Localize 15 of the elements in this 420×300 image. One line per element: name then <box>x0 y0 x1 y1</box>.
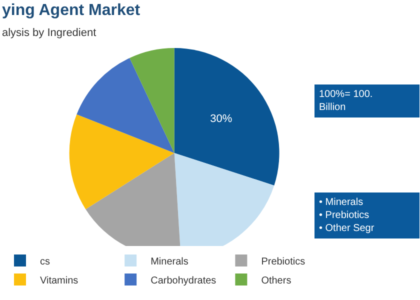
text: 100%= 100. Billion <box>319 89 373 113</box>
data-label: 30% <box>210 112 232 125</box>
chart-subtitle: alysis by Ingredient <box>2 27 96 39</box>
legend-label: Minerals <box>150 256 188 268</box>
pie-slice <box>76 58 174 153</box>
pie-slice <box>174 48 280 186</box>
pie-slice <box>130 48 174 153</box>
legend-label: cs <box>40 256 50 268</box>
legend-label: Carbohydrates <box>150 275 216 286</box>
pie-slice <box>69 114 174 210</box>
chart-title: ying Agent Market <box>2 2 141 19</box>
text: • Minerals • Prebiotics • Other Segr <box>319 197 375 234</box>
legend-label: Others <box>261 275 292 286</box>
legend-label: Prebiotics <box>261 256 306 268</box>
legend-label: Vitamins <box>40 275 78 286</box>
